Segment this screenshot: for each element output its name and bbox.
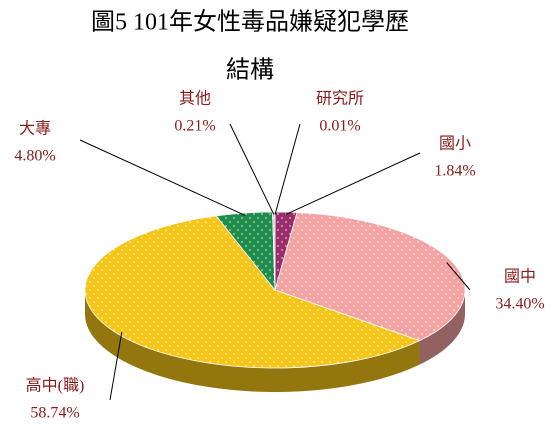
slice-value: 0.21% — [174, 118, 215, 135]
slice-label: 大專 — [19, 120, 51, 138]
slice-label: 高中(職) — [26, 377, 85, 395]
leader-line — [229, 123, 275, 215]
leader-line — [446, 262, 471, 291]
slice-label: 研究所 — [316, 90, 364, 108]
slice-label: 國中 — [504, 268, 536, 286]
chart-title: 結構 — [226, 57, 274, 84]
leader-line — [274, 123, 301, 215]
slice-pattern — [216, 212, 275, 290]
leader-line — [79, 139, 246, 216]
chart-title: 圖5 101年女性毒品嫌疑犯學歷 — [91, 9, 409, 36]
pie: 研究所 0.01% 國小 1.84% 國中 34.40% 高中(職) 58.74% 大專 4.80… — [14, 90, 544, 422]
leader-line — [109, 331, 123, 401]
slice-label: 國小 — [439, 135, 471, 153]
leader-line — [285, 152, 421, 215]
slice-pattern — [275, 212, 466, 341]
slice-value: 4.80% — [14, 148, 55, 165]
slice-pattern — [272, 212, 275, 290]
slice-value: 34.40% — [495, 296, 544, 313]
slice-label: 其他 — [179, 90, 211, 108]
slice-side — [84, 290, 420, 393]
slice-value: 58.74% — [30, 405, 79, 422]
slice-pattern — [85, 215, 420, 368]
slice-value: 1.84% — [434, 163, 475, 180]
slice-value: 0.01% — [319, 118, 360, 135]
